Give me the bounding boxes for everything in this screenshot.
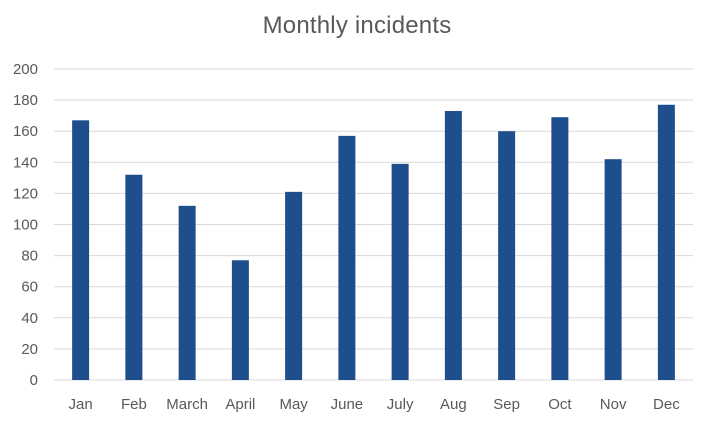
x-tick-label-dec: Dec <box>653 396 680 413</box>
x-tick-label-april: April <box>225 396 255 413</box>
bar-nov <box>604 159 622 380</box>
grid-lines <box>54 68 693 381</box>
bar-march <box>178 205 196 380</box>
bar-feb <box>125 174 143 380</box>
y-tick-label: 140 <box>13 154 38 171</box>
x-tick-label-oct: Oct <box>548 396 572 413</box>
y-tick-label: 200 <box>13 61 38 78</box>
chart-title: Monthly incidents <box>262 12 452 39</box>
y-tick-label: 120 <box>13 185 38 202</box>
x-tick-label-july: July <box>387 396 414 413</box>
x-tick-label-feb: Feb <box>121 396 147 413</box>
y-tick-label: 40 <box>21 310 38 327</box>
y-tick-label: 160 <box>13 123 38 140</box>
x-tick-label-sep: Sep <box>493 396 520 413</box>
bar-aug <box>444 110 462 381</box>
y-tick-label: 80 <box>21 248 38 265</box>
y-axis-tick-labels: 0 20 40 60 80 100 120 140 160 180 200 <box>13 61 38 389</box>
bar-july <box>391 163 409 380</box>
bar-dec <box>657 104 675 380</box>
bar-april <box>231 260 249 380</box>
x-tick-label-march: March <box>166 396 208 413</box>
x-tick-label-aug: Aug <box>440 396 467 413</box>
bar-oct <box>551 117 569 380</box>
bar-june <box>338 135 356 380</box>
x-tick-label-nov: Nov <box>600 396 627 413</box>
x-axis-tick-labels: Jan Feb March April May June July Aug Sep Oct Nov D… <box>69 396 681 413</box>
y-tick-label: 20 <box>21 341 38 358</box>
y-tick-label: 60 <box>21 279 38 296</box>
y-tick-label: 0 <box>30 372 38 389</box>
x-tick-label-jan: Jan <box>69 396 93 413</box>
bar-may <box>285 191 303 380</box>
x-tick-label-may: May <box>279 396 308 413</box>
x-tick-label-june: June <box>331 396 364 413</box>
bars <box>72 104 675 381</box>
y-tick-label: 100 <box>13 217 38 234</box>
bar-sep <box>498 131 516 380</box>
y-tick-label: 180 <box>13 92 38 109</box>
bar-jan <box>72 120 90 380</box>
